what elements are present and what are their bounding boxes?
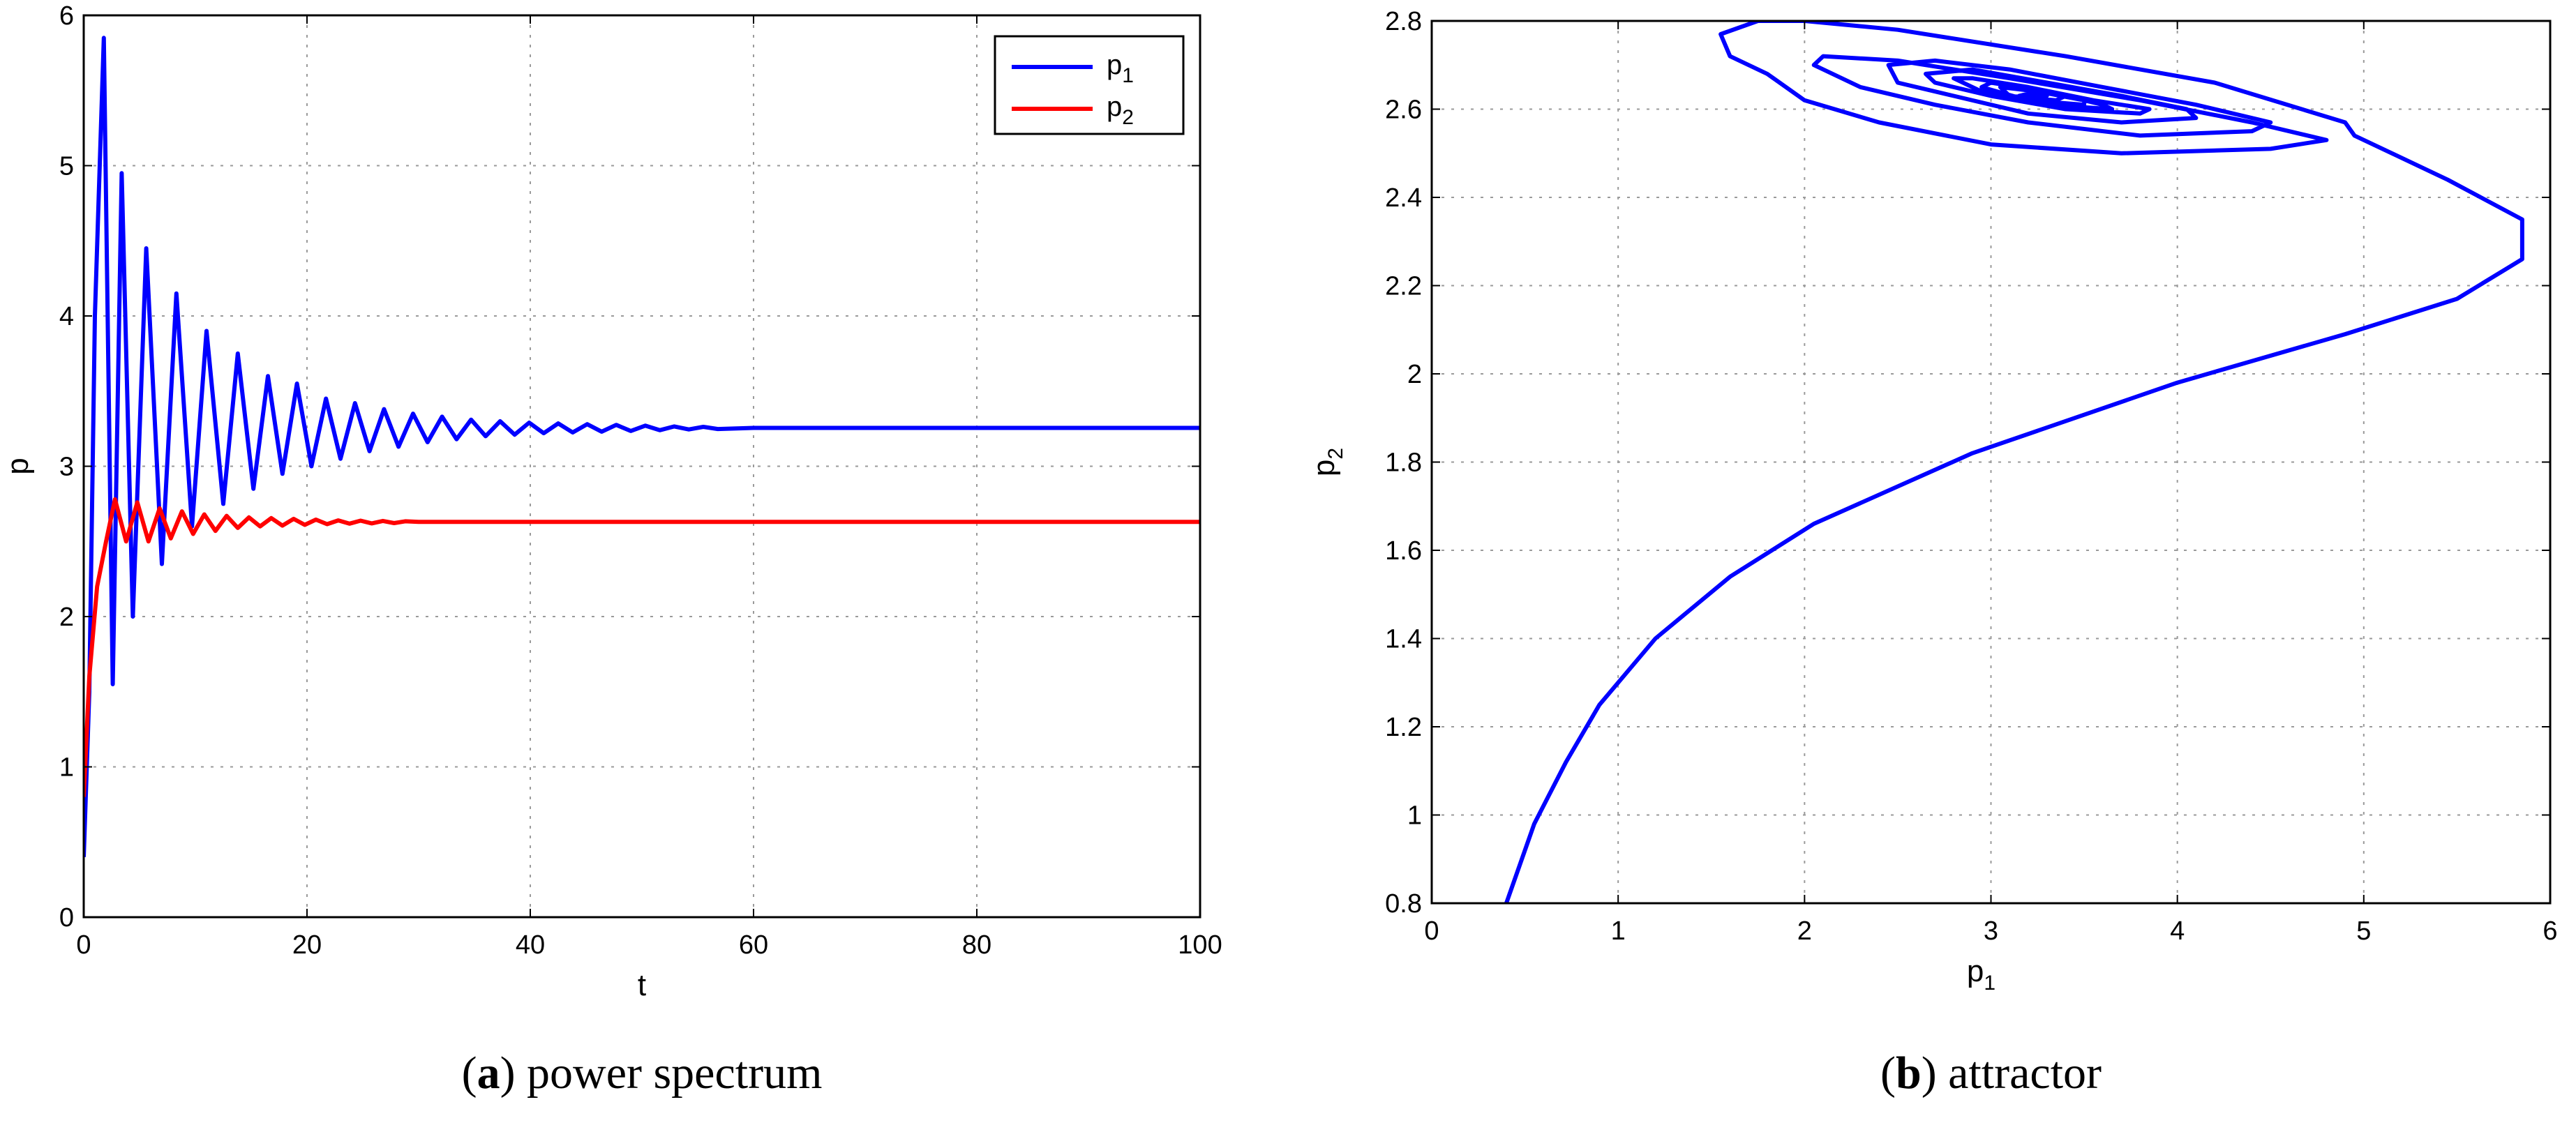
y-tick-label: 0.8 [1385, 889, 1422, 919]
panel-caption: (b) attractor [1880, 1048, 2102, 1099]
x-axis-label: t [638, 968, 646, 1002]
y-tick-label: 1 [59, 753, 74, 783]
y-tick-label: 4 [59, 302, 74, 331]
y-tick-label: 6 [59, 1, 74, 31]
y-tick-label: 2.6 [1385, 96, 1422, 125]
x-tick-label: 6 [2543, 916, 2557, 946]
legend-box [994, 35, 1185, 135]
series-line-p1 [84, 36, 1200, 857]
x-tick-label: 60 [739, 930, 768, 960]
y-tick-label: 2.2 [1385, 272, 1422, 301]
legend-label-p1: p1 [1107, 50, 1134, 87]
x-tick-label: 0 [76, 930, 91, 960]
y-tick-label: 2 [1407, 360, 1422, 389]
y-tick-label: 1.8 [1385, 448, 1422, 478]
legend-label-p2: p2 [1107, 91, 1134, 129]
y-tick-label: 5 [59, 152, 74, 181]
panel-caption: (a) power spectrum [462, 1048, 823, 1099]
series-line-trajectory-0 [1504, 21, 2524, 903]
y-tick-label: 0 [59, 903, 74, 933]
x-tick-label: 100 [1178, 930, 1222, 960]
y-tick-label: 1.2 [1385, 713, 1422, 742]
y-tick-label: 1.4 [1385, 625, 1422, 654]
x-tick-label: 3 [1984, 916, 1998, 946]
chart-b: 0 1 2 3 4 5 6 0.8 1 1.2 1.4 1.6 1.8 2 2.2 2.4 2.6 2.8 p1 p2… [1307, 7, 2558, 1099]
x-tick-label: 80 [962, 930, 991, 960]
x-axis-label: p1 [1967, 954, 1995, 995]
y-tick-label: 3 [59, 453, 74, 482]
x-tick-label: 4 [2170, 916, 2185, 946]
y-tick-label: 1.6 [1385, 536, 1422, 566]
y-axis-label: p2 [1307, 448, 1347, 476]
y-tick-label: 1 [1407, 801, 1422, 831]
y-tick-label: 2.8 [1385, 7, 1422, 36]
y-tick-label: 2 [59, 603, 74, 632]
grid-lines [1432, 21, 2550, 903]
x-tick-label: 40 [516, 930, 545, 960]
y-axis-label: p [1, 458, 35, 474]
y-tick-label: 2.4 [1385, 183, 1422, 213]
x-tick-label: 20 [292, 930, 322, 960]
x-tick-label: 2 [1797, 916, 1812, 946]
x-tick-label: 0 [1424, 916, 1439, 946]
x-tick-label: 5 [2356, 916, 2371, 946]
series-line-p2 [84, 497, 1200, 797]
grid-lines [84, 15, 1200, 917]
x-tick-label: 1 [1611, 916, 1626, 946]
